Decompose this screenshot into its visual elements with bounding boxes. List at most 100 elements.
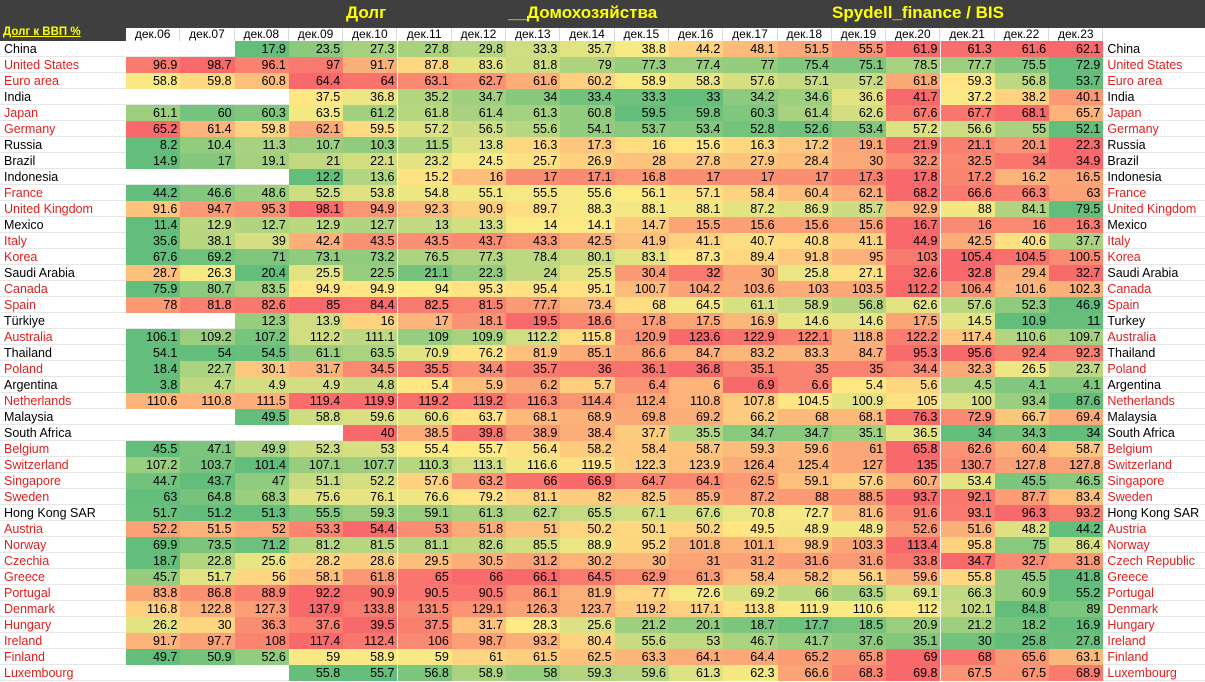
heat-cell: 65.2 — [126, 121, 181, 137]
heat-cell: 112.4 — [343, 633, 398, 649]
country-label-right: Ireland — [1107, 634, 1146, 648]
heat-cell: 31.8 — [1049, 553, 1104, 569]
heat-cell: 18.4 — [126, 361, 181, 377]
heat-cell: 31.2 — [506, 553, 561, 569]
heat-cell: 63.3 — [614, 649, 669, 665]
heat-cell: 53.4 — [831, 121, 887, 137]
country-label: Argentina — [4, 378, 58, 392]
heat-cell: 27.8 — [397, 41, 452, 57]
heat-cell: 137.9 — [288, 601, 344, 617]
heat-cell: 59 — [397, 649, 452, 665]
heat-cell: 62.7 — [451, 73, 507, 89]
heat-cell: 21.9 — [886, 137, 941, 153]
heat-cell: 22.1 — [343, 153, 398, 169]
heat-cell: 38.4 — [560, 425, 615, 441]
heat-cell: 64.4 — [288, 73, 344, 89]
country-label: Germany — [4, 122, 56, 136]
heat-cell: 102.3 — [1049, 281, 1104, 297]
country-label: Sweden — [4, 490, 50, 504]
heat-cell: 69 — [886, 649, 941, 665]
country-label: Malaysia — [4, 410, 54, 424]
heat-cell: 66.2 — [723, 409, 778, 425]
heat-cell: 16 — [451, 169, 507, 185]
country-label: India — [4, 90, 32, 104]
heat-cell: 43.5 — [397, 233, 452, 249]
column-header: дек.14 — [560, 28, 615, 41]
heat-cell: 25.8 — [777, 265, 832, 281]
heat-cell: 45.5 — [126, 441, 181, 457]
heat-cell: 63.5 — [343, 345, 398, 361]
heat-cell: 32.7 — [994, 553, 1050, 569]
heat-cell: 64 — [343, 73, 398, 89]
heat-cell — [180, 41, 234, 57]
heat-cell: 61.6 — [994, 41, 1050, 57]
heat-cell: 33 — [669, 89, 724, 105]
heat-cell: 41.9 — [614, 233, 669, 249]
heat-cell: 60.4 — [994, 441, 1050, 457]
heat-cell: 12.2 — [288, 169, 344, 185]
country-label: Portugal — [4, 586, 51, 600]
heat-cell: 6 — [669, 377, 724, 393]
heat-cell: 45.5 — [994, 473, 1050, 489]
heat-cell: 69.8 — [614, 409, 669, 425]
heat-cell: 94.9 — [343, 201, 398, 217]
heat-cell: 54.5 — [234, 345, 289, 361]
heat-cell: 90.5 — [397, 585, 452, 601]
heat-cell: 30.2 — [560, 553, 615, 569]
heat-cell: 109 — [397, 329, 452, 345]
heat-cell: 106 — [397, 633, 452, 649]
heat-cell: 14.7 — [614, 217, 669, 233]
heat-cell — [235, 425, 289, 441]
heat-cell: 28.3 — [506, 617, 561, 633]
heat-cell: 87.8 — [397, 57, 452, 73]
heat-cell: 64.5 — [560, 569, 615, 585]
heat-cell: 114.4 — [560, 393, 615, 409]
country-label: Indonesia — [4, 170, 59, 184]
heat-cell: 115.8 — [560, 329, 615, 345]
heat-cell: 87.6 — [1049, 393, 1104, 409]
heat-cell: 64.4 — [723, 649, 778, 665]
heat-cell: 53.7 — [614, 121, 669, 137]
heat-cell: 92.3 — [397, 201, 452, 217]
heat-cell: 59.6 — [343, 409, 398, 425]
heat-cell: 13.8 — [451, 137, 507, 153]
heat-cell: 60.4 — [777, 185, 832, 201]
heat-cell: 107.2 — [234, 329, 289, 345]
heat-cell: 92.9 — [886, 201, 941, 217]
heat-cell: 68.2 — [886, 185, 941, 201]
heat-cell: 37.2 — [940, 89, 995, 105]
heat-cell: 16.2 — [994, 169, 1050, 185]
country-label-right: Saudi Arabia — [1107, 266, 1179, 280]
heat-cell: 62.1 — [1049, 41, 1104, 57]
heat-cell: 129.1 — [451, 601, 507, 617]
heat-cell: 28.4 — [777, 153, 832, 169]
heat-cell: 119.2 — [614, 601, 669, 617]
heat-cell: 31.7 — [288, 361, 344, 377]
heat-cell: 20.4 — [234, 265, 289, 281]
heat-cell: 58.7 — [1049, 441, 1104, 457]
heat-cell: 30 — [180, 617, 235, 633]
heat-cell: 12.3 — [234, 313, 289, 329]
heat-cell: 76.5 — [397, 249, 452, 265]
heat-cell: 32 — [669, 265, 724, 281]
column-header: дек.09 — [288, 28, 344, 41]
heat-cell: 40.8 — [777, 233, 832, 249]
heat-cell: 46.9 — [1049, 297, 1104, 313]
heat-cell: 59.5 — [343, 121, 398, 137]
heat-cell: 58.4 — [723, 569, 778, 585]
heat-cell: 49.5 — [234, 409, 289, 425]
heat-cell: 40 — [343, 425, 398, 441]
country-label: Greece — [4, 570, 45, 584]
country-label-right: Spain — [1107, 298, 1140, 312]
heat-cell: 84.7 — [669, 345, 724, 361]
heat-cell: 93.4 — [994, 393, 1050, 409]
heat-cell: 62.5 — [723, 473, 778, 489]
heat-cell — [180, 409, 234, 425]
heat-cell: 21.1 — [397, 265, 452, 281]
heat-cell — [180, 169, 234, 185]
heat-cell: 28.2 — [288, 553, 344, 569]
heat-cell: 52.2 — [343, 473, 398, 489]
heat-cell: 127.8 — [994, 457, 1050, 473]
heat-cell: 109.2 — [180, 329, 235, 345]
heat-cell: 14.1 — [560, 217, 615, 233]
